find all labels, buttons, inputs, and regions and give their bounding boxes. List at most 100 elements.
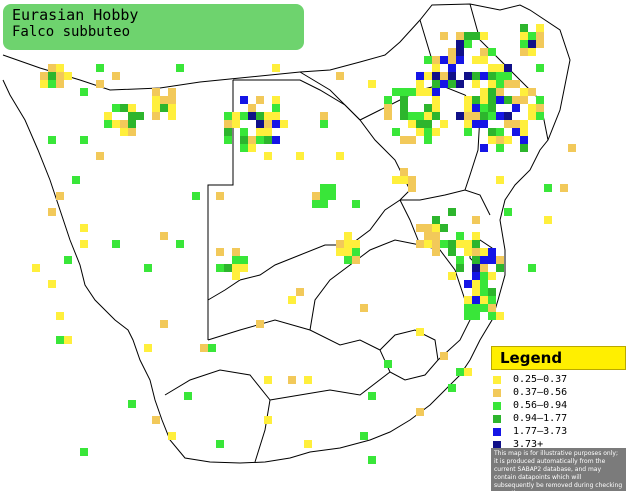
grid-cell bbox=[432, 64, 440, 72]
legend-row: 3.73+ bbox=[493, 439, 623, 452]
grid-cell bbox=[496, 96, 504, 104]
grid-cell bbox=[64, 256, 72, 264]
grid-cell bbox=[360, 304, 368, 312]
grid-cell bbox=[472, 120, 480, 128]
grid-cell bbox=[456, 40, 464, 48]
grid-cell bbox=[168, 88, 176, 96]
grid-cell bbox=[312, 200, 320, 208]
grid-cell bbox=[504, 96, 512, 104]
grid-cell bbox=[264, 416, 272, 424]
grid-cell bbox=[264, 112, 272, 120]
grid-cell bbox=[168, 96, 176, 104]
legend-disclaimer: This map is for illustrative purposes on… bbox=[491, 448, 626, 497]
grid-cell bbox=[248, 144, 256, 152]
legend-row: 1.77–3.73 bbox=[493, 426, 623, 439]
grid-cell bbox=[240, 144, 248, 152]
grid-cell bbox=[480, 96, 488, 104]
grid-cell bbox=[400, 96, 408, 104]
grid-cell bbox=[472, 32, 480, 40]
grid-cell bbox=[536, 32, 544, 40]
grid-cell bbox=[512, 128, 520, 136]
grid-cell bbox=[152, 104, 160, 112]
border-zambia bbox=[299, 71, 361, 121]
grid-cell bbox=[496, 88, 504, 96]
grid-cell bbox=[448, 80, 456, 88]
grid-cell bbox=[344, 248, 352, 256]
grid-cell bbox=[480, 72, 488, 80]
grid-cell bbox=[416, 120, 424, 128]
grid-cell bbox=[560, 184, 568, 192]
grid-cell bbox=[400, 88, 408, 96]
grid-cell bbox=[96, 64, 104, 72]
grid-cell bbox=[360, 432, 368, 440]
grid-cell bbox=[432, 240, 440, 248]
grid-cell bbox=[288, 376, 296, 384]
grid-cell bbox=[336, 152, 344, 160]
grid-cell bbox=[352, 240, 360, 248]
grid-cell bbox=[184, 392, 192, 400]
grid-cell bbox=[448, 64, 456, 72]
grid-cell bbox=[344, 256, 352, 264]
grid-cell bbox=[40, 80, 48, 88]
grid-cell bbox=[272, 112, 280, 120]
grid-cell bbox=[400, 112, 408, 120]
grid-cell bbox=[368, 392, 376, 400]
legend: Legend 0.25–0.37 0.37–0.56 0.56–0.94 0.9… bbox=[491, 346, 626, 497]
grid-cell bbox=[416, 408, 424, 416]
grid-cell bbox=[216, 440, 224, 448]
grid-cell bbox=[288, 296, 296, 304]
grid-cell bbox=[496, 112, 504, 120]
grid-cell bbox=[480, 120, 488, 128]
grid-cell bbox=[416, 128, 424, 136]
grid-cell bbox=[136, 112, 144, 120]
grid-cell bbox=[424, 104, 432, 112]
grid-cell bbox=[112, 104, 120, 112]
grid-cell bbox=[232, 272, 240, 280]
grid-cell bbox=[400, 136, 408, 144]
grid-cell bbox=[248, 112, 256, 120]
species-title-box: Eurasian Hobby Falco subbuteo bbox=[3, 4, 304, 50]
grid-cell bbox=[424, 224, 432, 232]
grid-cell bbox=[272, 96, 280, 104]
grid-cell bbox=[528, 112, 536, 120]
grid-cell bbox=[440, 240, 448, 248]
grid-cell bbox=[464, 312, 472, 320]
grid-cell bbox=[480, 56, 488, 64]
grid-cell bbox=[424, 88, 432, 96]
legend-label: 0.94–1.77 bbox=[513, 413, 568, 424]
grid-cell bbox=[488, 248, 496, 256]
grid-cell bbox=[128, 112, 136, 120]
grid-cell bbox=[160, 104, 168, 112]
border-province-4 bbox=[269, 371, 391, 401]
grid-cell bbox=[80, 240, 88, 248]
grid-cell bbox=[216, 248, 224, 256]
grid-cell bbox=[56, 80, 64, 88]
grid-cell bbox=[400, 176, 408, 184]
grid-cell bbox=[160, 232, 168, 240]
grid-cell bbox=[432, 232, 440, 240]
grid-cell bbox=[464, 304, 472, 312]
grid-cell bbox=[264, 136, 272, 144]
grid-cell bbox=[520, 128, 528, 136]
grid-cell bbox=[48, 208, 56, 216]
grid-cell bbox=[240, 256, 248, 264]
grid-cell bbox=[264, 152, 272, 160]
grid-cell bbox=[464, 40, 472, 48]
grid-cell bbox=[496, 264, 504, 272]
grid-cell bbox=[224, 112, 232, 120]
grid-cell bbox=[152, 96, 160, 104]
grid-cell bbox=[216, 264, 224, 272]
grid-cell bbox=[464, 240, 472, 248]
legend-row: 0.37–0.56 bbox=[493, 387, 623, 400]
grid-cell bbox=[488, 48, 496, 56]
grid-cell bbox=[80, 448, 88, 456]
grid-cell bbox=[64, 336, 72, 344]
grid-cell bbox=[464, 96, 472, 104]
grid-cell bbox=[296, 152, 304, 160]
grid-cell bbox=[504, 112, 512, 120]
grid-cell bbox=[384, 96, 392, 104]
grid-cell bbox=[320, 184, 328, 192]
grid-cell bbox=[464, 128, 472, 136]
grid-cell bbox=[464, 104, 472, 112]
